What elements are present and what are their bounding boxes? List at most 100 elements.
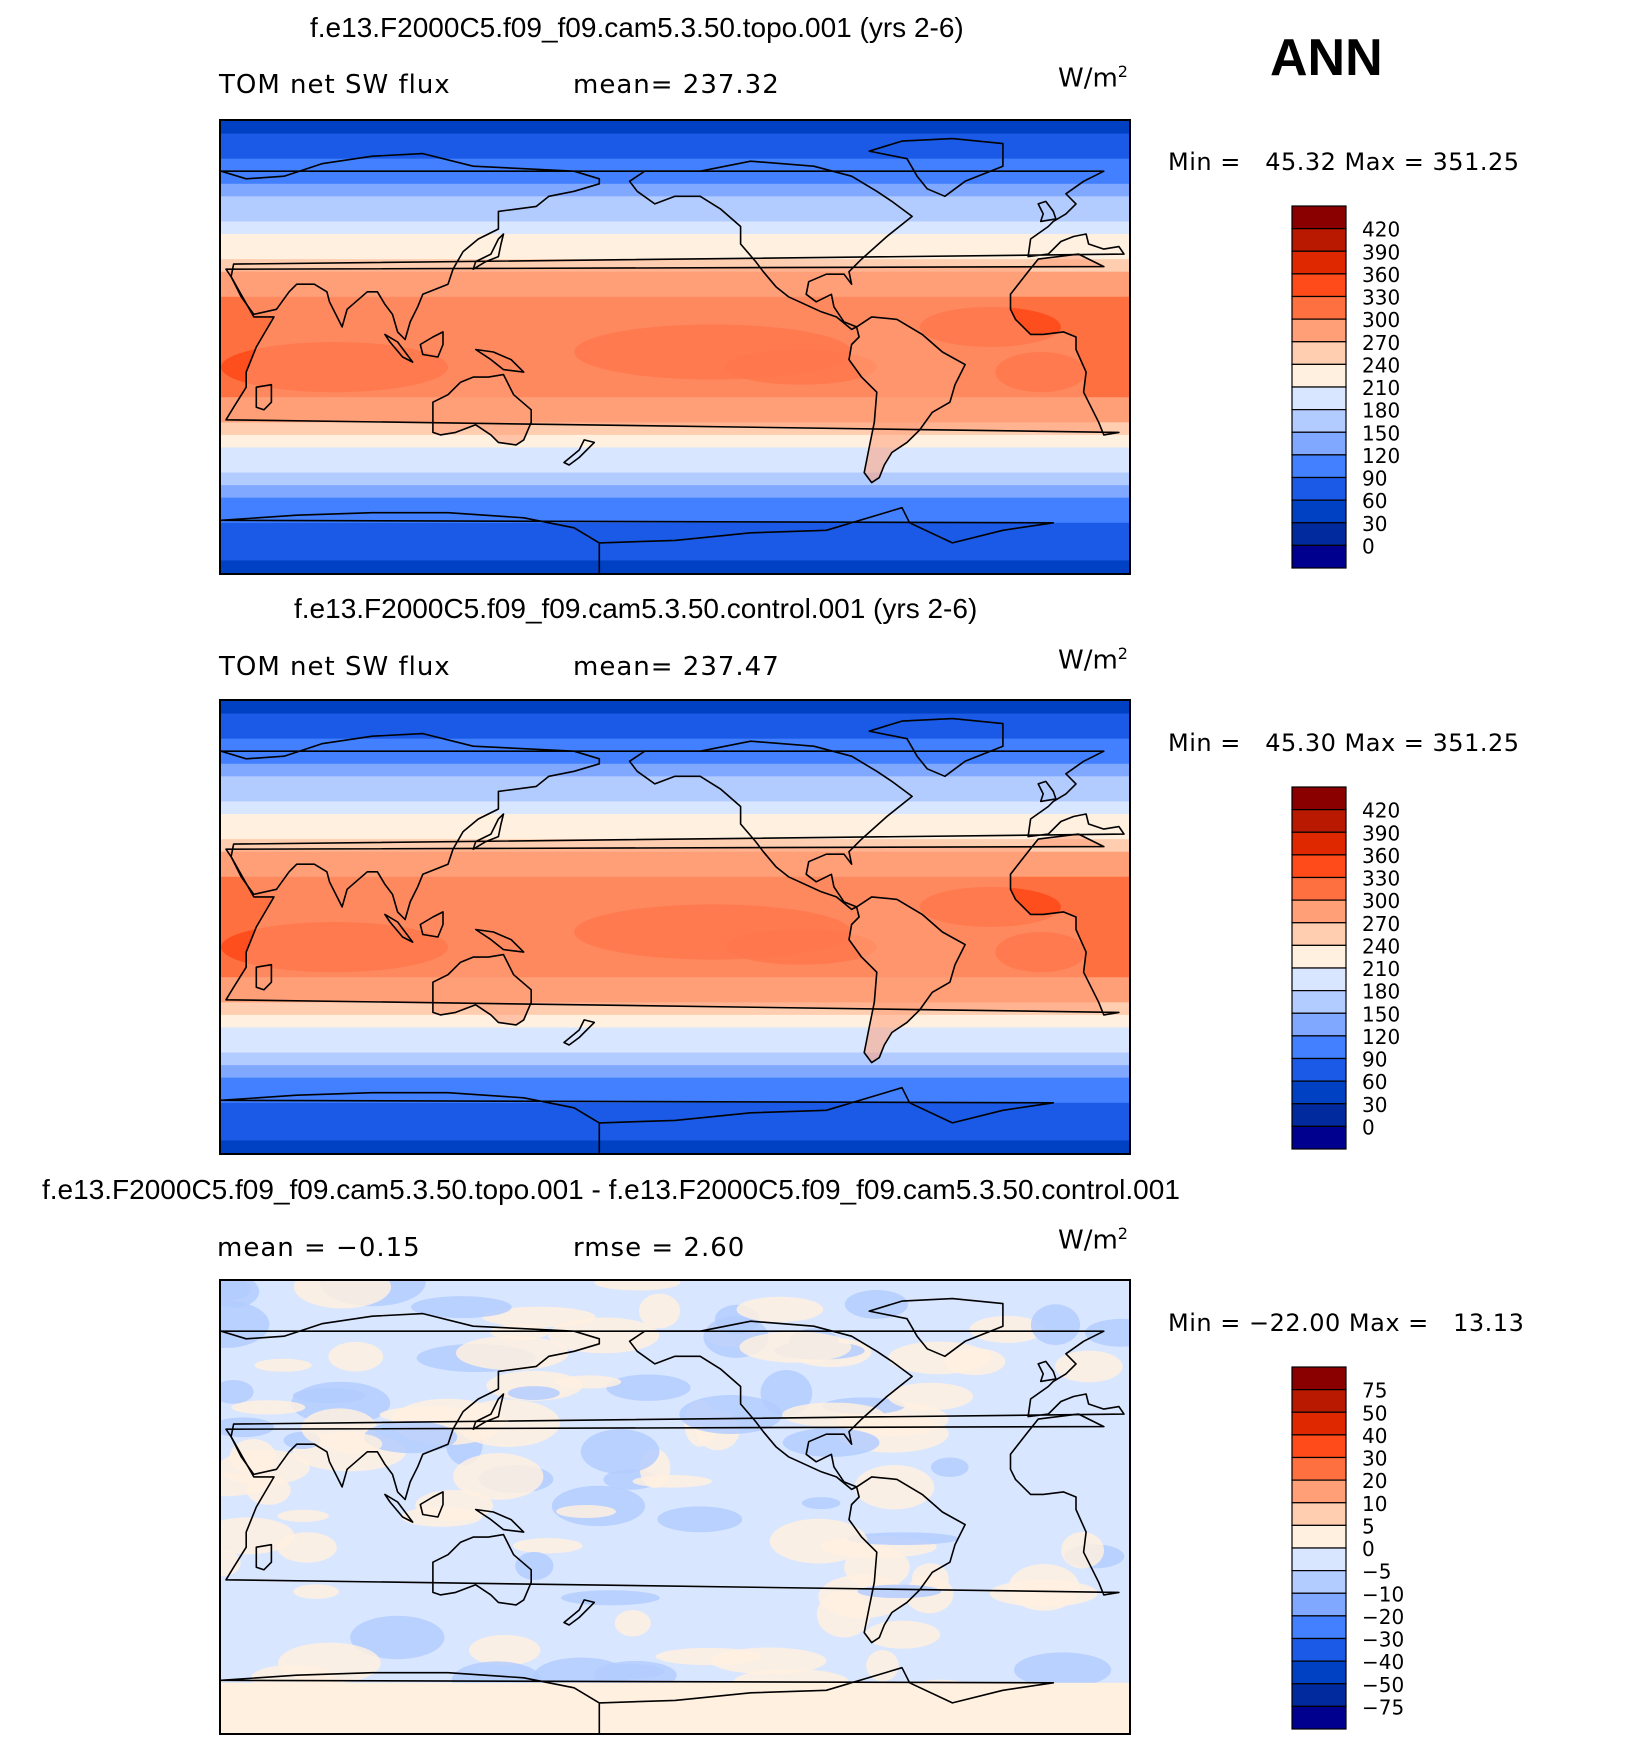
panel-3-title: f.e13.F2000C5.f09_f09.cam5.3.50.topo.001… bbox=[42, 1174, 1180, 1205]
flux-band bbox=[221, 801, 1129, 815]
diff-patch bbox=[292, 1387, 366, 1404]
diff-patch bbox=[560, 1590, 660, 1606]
diff-patch bbox=[846, 1532, 960, 1546]
diff-patch bbox=[515, 1551, 554, 1581]
flux-band bbox=[221, 171, 1129, 185]
diff-patch bbox=[606, 1374, 691, 1401]
colorbar-box bbox=[1291, 1434, 1347, 1459]
diff-patch bbox=[657, 1506, 743, 1533]
colorbar-tick-label: 240 bbox=[1362, 353, 1400, 377]
coastline-borneo bbox=[419, 331, 444, 358]
flux-band bbox=[221, 510, 1129, 524]
flux-band bbox=[221, 726, 1129, 740]
flux-band bbox=[221, 751, 1129, 765]
land-fill bbox=[849, 316, 966, 483]
flux-band bbox=[221, 826, 1129, 840]
colorbar-tick-label: 300 bbox=[1362, 308, 1400, 332]
coastline-greenland bbox=[868, 1297, 1004, 1358]
flux-band bbox=[221, 560, 1129, 573]
panel-1-minmax: Min = 45.32 Max = 351.25 bbox=[1168, 148, 1520, 176]
diff-patch bbox=[580, 1429, 660, 1474]
panel-2-map-svg bbox=[221, 701, 1129, 1153]
coastline-samerica bbox=[848, 1476, 966, 1644]
colorbar-box bbox=[1291, 1637, 1347, 1662]
colorbar-box bbox=[1291, 786, 1347, 811]
colorbar-tick-label: 150 bbox=[1362, 421, 1400, 445]
colorbar-tick-label: 0 bbox=[1362, 1537, 1375, 1561]
flux-band bbox=[221, 472, 1129, 486]
diff-patch bbox=[229, 1438, 277, 1475]
panel-1-map bbox=[219, 119, 1131, 575]
flux-band bbox=[221, 146, 1129, 160]
flux-band bbox=[221, 713, 1129, 727]
colorbar-tick-label: 50 bbox=[1362, 1401, 1387, 1425]
coastline-uk bbox=[1037, 1360, 1057, 1383]
diff-patch bbox=[864, 1620, 941, 1649]
colorbar-box bbox=[1291, 899, 1347, 924]
colorbar-tick-label: 390 bbox=[1362, 240, 1400, 264]
colorbar-box bbox=[1291, 1366, 1347, 1391]
colorbar-box bbox=[1291, 1057, 1347, 1082]
colorbar-tick-label: 420 bbox=[1362, 799, 1400, 823]
flux-band bbox=[221, 776, 1129, 790]
colorbar-tick-label: −40 bbox=[1362, 1650, 1404, 1674]
colorbar-box bbox=[1291, 1592, 1347, 1617]
panel-1-map-svg bbox=[221, 121, 1129, 573]
colorbar-tick-label: 20 bbox=[1362, 1469, 1387, 1493]
panel-2-mean-label: mean= 237.47 bbox=[573, 652, 780, 682]
flux-band bbox=[221, 434, 1129, 449]
diff-patch bbox=[1061, 1531, 1105, 1569]
colorbar-box bbox=[1291, 1705, 1347, 1730]
flux-band bbox=[221, 814, 1129, 828]
flux-band bbox=[221, 234, 1129, 248]
colorbar-tick-label: 210 bbox=[1362, 376, 1400, 400]
colorbar-tick-label: 90 bbox=[1362, 1048, 1387, 1072]
panel-3-minmax: Min = −22.00 Max = 13.13 bbox=[1168, 1309, 1525, 1337]
land-fill bbox=[226, 834, 1119, 1015]
diff-patch bbox=[455, 1399, 561, 1447]
colorbar-tick-label: −5 bbox=[1362, 1560, 1391, 1584]
diff-patch bbox=[329, 1433, 383, 1455]
land-fill bbox=[432, 374, 532, 445]
colorbar-box bbox=[1291, 1035, 1347, 1060]
flux-band bbox=[221, 133, 1129, 147]
colorbar-box bbox=[1291, 499, 1347, 524]
colorbar-tick-label: 180 bbox=[1362, 399, 1400, 423]
coastline-sumatra bbox=[384, 333, 414, 363]
diff-patch bbox=[410, 1296, 512, 1319]
diff-patch bbox=[989, 1579, 1098, 1607]
colorbar-box bbox=[1291, 876, 1347, 901]
panel-3-mean-label: mean = −0.15 bbox=[217, 1233, 421, 1263]
colorbar-tick-label: 330 bbox=[1362, 867, 1400, 891]
colorbar-box bbox=[1291, 476, 1347, 501]
colorbar-box bbox=[1291, 1502, 1347, 1526]
panel-3-map bbox=[219, 1279, 1131, 1735]
colorbar-tick-label: 240 bbox=[1362, 934, 1400, 958]
flux-band bbox=[221, 1014, 1129, 1029]
colorbar-box bbox=[1291, 431, 1347, 456]
colorbar-tick-label: −10 bbox=[1362, 1582, 1404, 1606]
colorbar-tick-label: 180 bbox=[1362, 980, 1400, 1004]
colorbar-tick-label: 30 bbox=[1362, 512, 1387, 536]
colorbar-tick-label: 75 bbox=[1362, 1379, 1387, 1403]
diff-patch bbox=[277, 1532, 337, 1563]
diff-patch bbox=[556, 1505, 616, 1518]
flux-band bbox=[221, 1127, 1129, 1142]
coastline-antarctica bbox=[221, 506, 1055, 573]
diff-patch bbox=[769, 1518, 868, 1564]
panel-3-colorbar: 75 50 40 30 20 10 5 0 −5 −10 −20 −30 −40 −50 −75 bbox=[1291, 1366, 1404, 1730]
coastline-namerica bbox=[628, 740, 913, 911]
flux-band bbox=[221, 246, 1129, 260]
colorbar-box bbox=[1291, 250, 1347, 275]
colorbar-tick-label: −20 bbox=[1362, 1605, 1404, 1629]
flux-band bbox=[221, 158, 1129, 172]
colorbar-box bbox=[1291, 1570, 1347, 1594]
flux-band bbox=[221, 701, 1129, 715]
colorbar-box bbox=[1291, 1524, 1347, 1549]
flux-band bbox=[221, 763, 1129, 777]
diff-patch bbox=[844, 1289, 909, 1319]
colorbar-tick-label: 5 bbox=[1362, 1514, 1375, 1538]
diff-patch bbox=[221, 1682, 1129, 1733]
coastline-samerica bbox=[848, 896, 966, 1064]
coastline-newguinea bbox=[474, 928, 525, 953]
